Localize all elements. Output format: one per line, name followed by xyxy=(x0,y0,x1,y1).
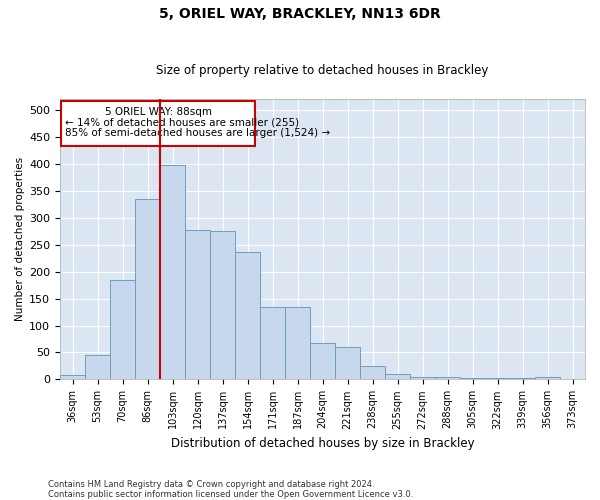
Bar xyxy=(435,378,460,380)
Bar xyxy=(85,354,110,380)
Text: Contains HM Land Registry data © Crown copyright and database right 2024.: Contains HM Land Registry data © Crown c… xyxy=(48,480,374,489)
Bar xyxy=(310,343,335,380)
Title: Size of property relative to detached houses in Brackley: Size of property relative to detached ho… xyxy=(157,64,488,77)
Bar xyxy=(535,378,560,380)
Bar xyxy=(160,166,185,380)
Y-axis label: Number of detached properties: Number of detached properties xyxy=(15,157,25,322)
X-axis label: Distribution of detached houses by size in Brackley: Distribution of detached houses by size … xyxy=(170,437,475,450)
Bar xyxy=(60,375,85,380)
Text: 85% of semi-detached houses are larger (1,524) →: 85% of semi-detached houses are larger (… xyxy=(65,128,330,138)
Bar xyxy=(485,378,510,380)
Text: 5 ORIEL WAY: 88sqm: 5 ORIEL WAY: 88sqm xyxy=(104,106,212,117)
Bar xyxy=(185,230,210,380)
Text: ← 14% of detached houses are smaller (255): ← 14% of detached houses are smaller (25… xyxy=(65,118,299,128)
Bar xyxy=(260,306,285,380)
Bar xyxy=(510,378,535,380)
FancyBboxPatch shape xyxy=(61,101,255,146)
Text: Contains public sector information licensed under the Open Government Licence v3: Contains public sector information licen… xyxy=(48,490,413,499)
Text: 5, ORIEL WAY, BRACKLEY, NN13 6DR: 5, ORIEL WAY, BRACKLEY, NN13 6DR xyxy=(159,8,441,22)
Bar xyxy=(410,376,435,380)
Bar xyxy=(385,374,410,380)
Bar xyxy=(235,252,260,380)
Bar xyxy=(335,347,360,380)
Bar xyxy=(360,366,385,380)
Bar xyxy=(285,306,310,380)
Bar xyxy=(460,378,485,380)
Bar xyxy=(210,231,235,380)
Bar xyxy=(110,280,135,380)
Bar xyxy=(135,199,160,380)
